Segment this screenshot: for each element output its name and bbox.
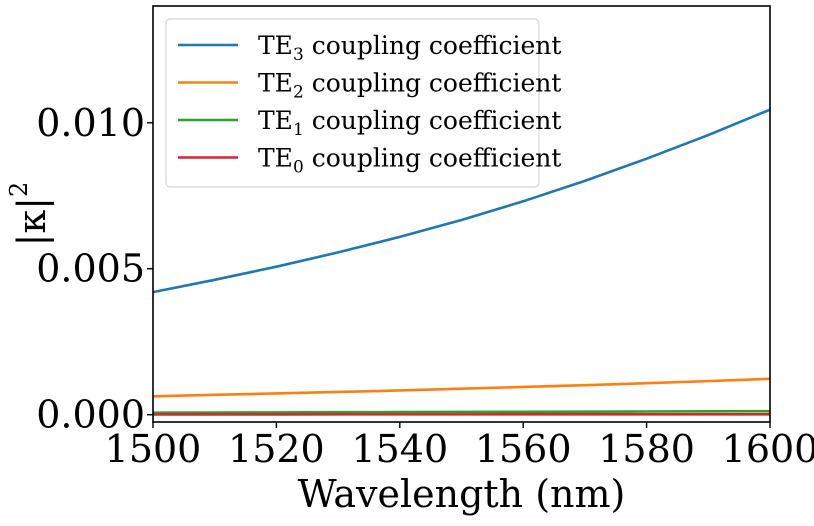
x-tick-label: 1520 [228,427,325,471]
x-tick-label: 1560 [475,427,572,471]
y-tick-label: 0.010 [36,101,145,145]
legend-label-rest: coupling coefficient [304,144,562,173]
legend-label-rest: coupling coefficient [304,106,562,135]
legend-label-te2: TE2 coupling coefficient [258,69,561,103]
x-axis-label: Wavelength (nm) [298,472,626,516]
y-tick-label: 0.005 [36,247,145,291]
y-axis-label: |κ|2 [5,182,54,247]
svg-text:|κ|2: |κ|2 [5,182,54,247]
x-tick-label: 1600 [722,427,814,471]
legend-label-subscript: 1 [293,120,304,140]
y-axis-label-text: |κ| [10,197,54,246]
legend-label-te0: TE0 coupling coefficient [258,144,561,178]
series-line-te2 [153,379,770,397]
legend-label-rest: coupling coefficient [304,69,562,98]
legend-label-base: TE [258,69,293,98]
series-line-te1 [153,411,770,412]
legend-label-subscript: 2 [293,83,304,103]
y-tick-label: 0.000 [36,393,145,437]
y-axis-label-exponent: 2 [5,182,33,197]
legend-label-base: TE [258,144,293,173]
legend-label-subscript: 0 [293,158,304,178]
legend-label-rest: coupling coefficient [304,31,562,60]
x-tick-label: 1580 [598,427,695,471]
legend-label-te3: TE3 coupling coefficient [258,31,561,65]
legend-label-subscript: 3 [293,45,304,65]
legend-label-base: TE [258,106,293,135]
x-tick-label: 1540 [351,427,448,471]
legend-label-base: TE [258,31,293,60]
legend-label-te1: TE1 coupling coefficient [258,106,561,140]
